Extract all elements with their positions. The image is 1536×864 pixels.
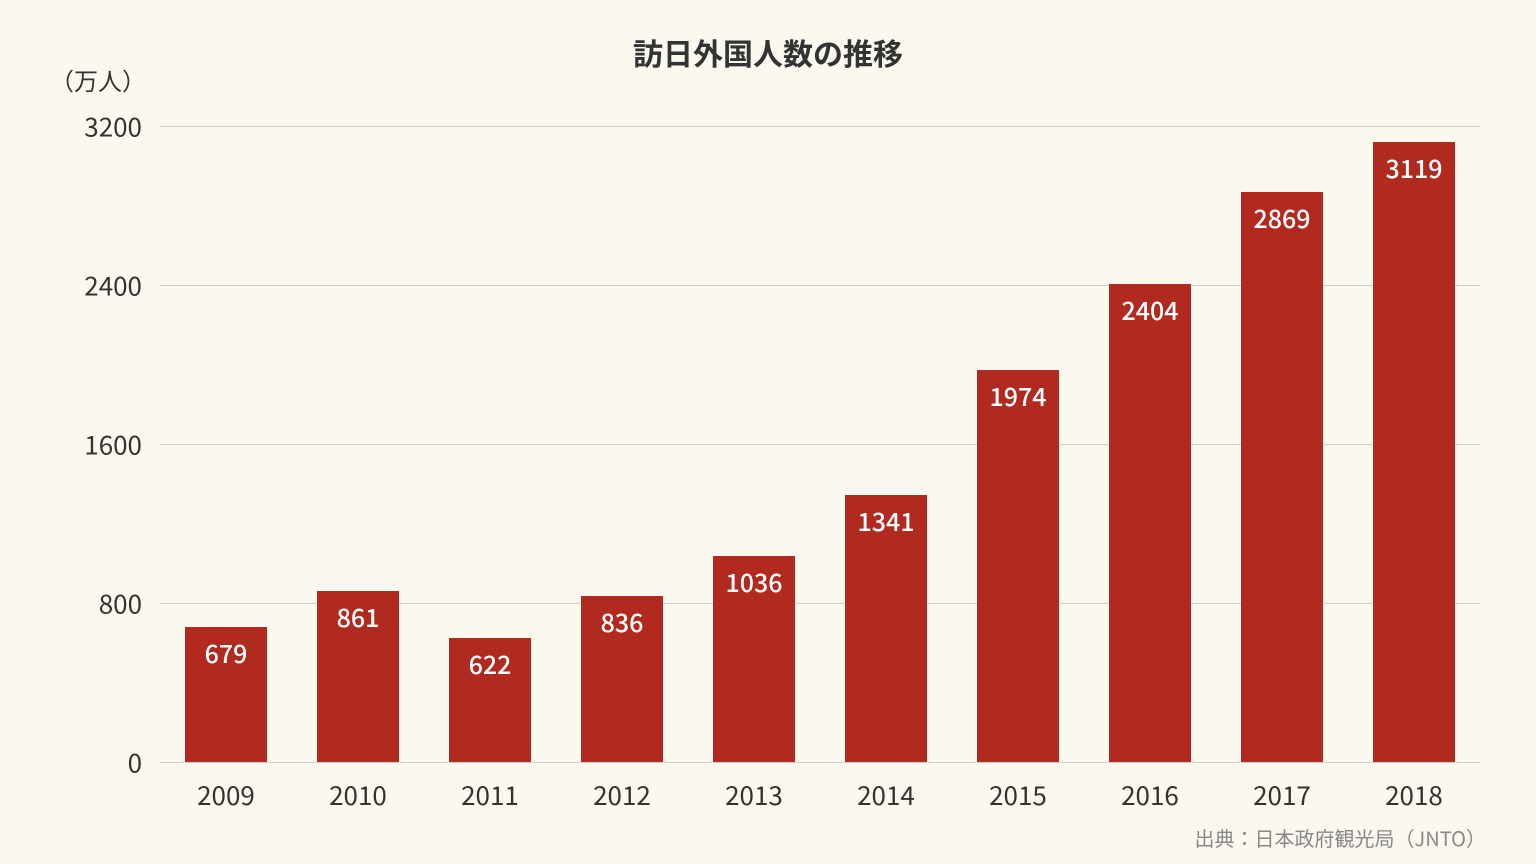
bar-value-label: 679	[185, 635, 267, 671]
bar-value-label: 1036	[713, 564, 795, 600]
bar: 861	[317, 591, 399, 762]
bar-value-label: 2869	[1241, 200, 1323, 236]
x-tick-label: 2010	[292, 776, 424, 813]
bar: 2869	[1241, 192, 1323, 762]
bar: 1341	[845, 495, 927, 762]
gridline	[160, 126, 1480, 127]
y-tick-label: 800	[32, 585, 142, 622]
bar: 622	[449, 638, 531, 762]
x-tick-label: 2012	[556, 776, 688, 813]
y-tick-label: 1600	[32, 426, 142, 463]
plot-area: 0800160024003200679200986120106222011836…	[160, 126, 1480, 762]
y-axis-unit: （万人）	[50, 62, 146, 97]
x-tick-label: 2018	[1348, 776, 1480, 813]
gridline	[160, 762, 1480, 763]
source-label: 出典：日本政府観光局（JNTO）	[1195, 823, 1486, 852]
y-tick-label: 2400	[32, 267, 142, 304]
x-tick-label: 2017	[1216, 776, 1348, 813]
bar-value-label: 1341	[845, 503, 927, 539]
x-tick-label: 2013	[688, 776, 820, 813]
bar-value-label: 1974	[977, 378, 1059, 414]
bar-value-label: 3119	[1373, 150, 1455, 186]
bar-value-label: 622	[449, 646, 531, 682]
bar: 836	[581, 596, 663, 762]
y-tick-label: 0	[32, 744, 142, 781]
bar: 2404	[1109, 284, 1191, 762]
x-tick-label: 2009	[160, 776, 292, 813]
bar: 1974	[977, 370, 1059, 762]
bar-value-label: 861	[317, 599, 399, 635]
bar-value-label: 2404	[1109, 292, 1191, 328]
chart-canvas: 訪日外国人数の推移 （万人） 0800160024003200679200986…	[0, 0, 1536, 864]
bar: 1036	[713, 556, 795, 762]
x-tick-label: 2014	[820, 776, 952, 813]
x-tick-label: 2011	[424, 776, 556, 813]
chart-title: 訪日外国人数の推移	[0, 30, 1536, 74]
bar: 679	[185, 627, 267, 762]
x-tick-label: 2016	[1084, 776, 1216, 813]
bar: 3119	[1373, 142, 1455, 762]
x-tick-label: 2015	[952, 776, 1084, 813]
y-tick-label: 3200	[32, 108, 142, 145]
bar-value-label: 836	[581, 604, 663, 640]
